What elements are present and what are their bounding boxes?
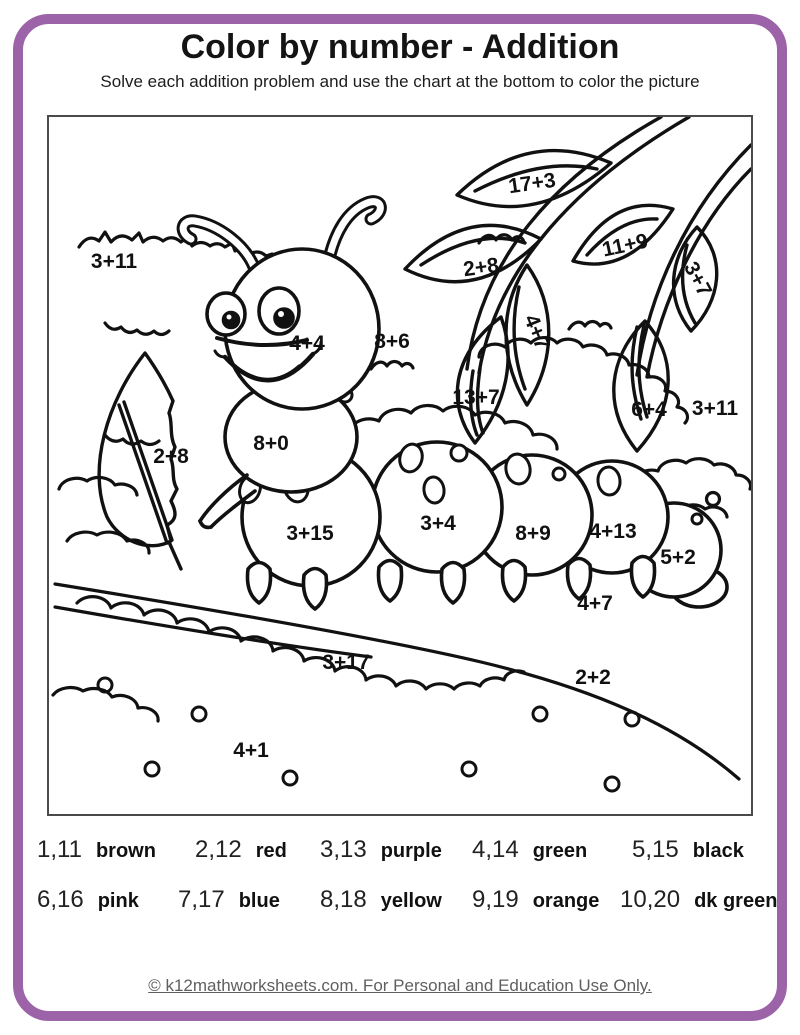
math-problem: 6+4: [631, 398, 667, 421]
tongue-line: [237, 364, 301, 381]
key-color-name: pink: [97, 890, 139, 912]
coloring-picture: 3+11 17+3 2+8 11+9 3+7 4+4 8+6 4+7 13+7 …: [47, 115, 753, 816]
ground-outlines: [51, 582, 741, 793]
face: [205, 286, 323, 383]
left-leaf: [97, 351, 183, 571]
math-problem: 8+9: [515, 522, 551, 545]
color-key-entry: 9,19 orange: [472, 886, 620, 914]
key-color-name: yellow: [380, 890, 442, 912]
footer: © k12mathworksheets.com. For Personal an…: [0, 976, 800, 996]
math-problem: 4+13: [589, 520, 636, 543]
key-numbers: 3,13: [320, 836, 367, 863]
math-problem: 8+0: [253, 432, 289, 455]
math-problem: 3+11: [692, 397, 738, 420]
key-color-name: dk green: [694, 890, 778, 912]
left-pupil: [221, 310, 241, 330]
key-color-name: orange: [532, 890, 600, 912]
color-key-entry: 5,15 black: [632, 836, 800, 864]
color-key-entry: 6,16 pink: [37, 886, 178, 914]
key-color-name: blue: [238, 890, 280, 912]
antennae: [176, 195, 387, 274]
math-problem: 2+8: [462, 254, 501, 282]
math-problem: 2+2: [575, 666, 611, 689]
page-instructions: Solve each addition problem and use the …: [100, 72, 700, 91]
math-problem: 3+15: [286, 522, 334, 545]
math-problems: 3+11 17+3 2+8 11+9 3+7 4+4 8+6 4+7 13+7 …: [91, 169, 738, 762]
key-color-name: green: [532, 840, 588, 862]
color-key-row-1: 1,11 brown 2,12 red 3,13 purple 4,14 green 5…: [0, 836, 800, 864]
math-problem: 3+4: [420, 512, 456, 535]
feet: [245, 554, 657, 611]
math-problem: 5+2: [660, 546, 696, 569]
color-key-row-2: 6,16 pink 7,17 blue 8,18 yellow 9,19 orange …: [0, 886, 800, 914]
key-numbers: 2,12: [195, 836, 242, 863]
math-problem: 4+4: [289, 332, 325, 355]
math-problem: 4+7: [577, 592, 613, 615]
footer-link[interactable]: © k12mathworksheets.com. For Personal an…: [148, 976, 652, 995]
key-numbers: 1,11: [37, 836, 82, 863]
key-numbers: 9,19: [472, 886, 519, 913]
color-key-entry: 1,11 brown: [37, 836, 195, 864]
head: [223, 247, 381, 411]
math-problem: 13+7: [452, 386, 499, 409]
caterpillar: [176, 195, 729, 611]
key-color-name: black: [692, 840, 744, 862]
pebbles: [96, 676, 641, 793]
color-key-entry: 7,17 blue: [178, 886, 320, 914]
body-segment-3: [370, 440, 504, 574]
key-color-name: red: [255, 840, 287, 862]
key-color-name: brown: [95, 840, 156, 862]
color-key-entry: 2,12 red: [195, 836, 320, 864]
math-problem: 8+6: [374, 330, 410, 353]
right-pupil: [273, 307, 295, 329]
key-numbers: 5,15: [632, 836, 679, 863]
key-color-name: purple: [380, 840, 442, 862]
color-key-entry: 3,13 purple: [320, 836, 472, 864]
caterpillar-scene: 3+11 17+3 2+8 11+9 3+7 4+4 8+6 4+7 13+7 …: [51, 117, 751, 793]
front-leg: [198, 473, 257, 530]
key-numbers: 6,16: [37, 886, 84, 913]
color-key-entry: 8,18 yellow: [320, 886, 472, 914]
math-problem: 2+8: [153, 445, 189, 468]
math-problem: 3+17: [322, 651, 369, 674]
key-numbers: 10,20: [620, 886, 681, 913]
key-numbers: 4,14: [472, 836, 519, 863]
color-key-entry: 4,14 green: [472, 836, 632, 864]
branch-and-leaves: [403, 117, 751, 453]
muzzle-line: [215, 336, 309, 347]
page-title: Color by number - Addition: [180, 28, 620, 66]
math-problem: 4+1: [233, 739, 269, 762]
color-key-entry: 10,20 dk green: [620, 886, 800, 914]
math-problem: 3+11: [91, 250, 137, 273]
key-numbers: 7,17: [178, 886, 225, 913]
key-numbers: 8,18: [320, 886, 367, 913]
